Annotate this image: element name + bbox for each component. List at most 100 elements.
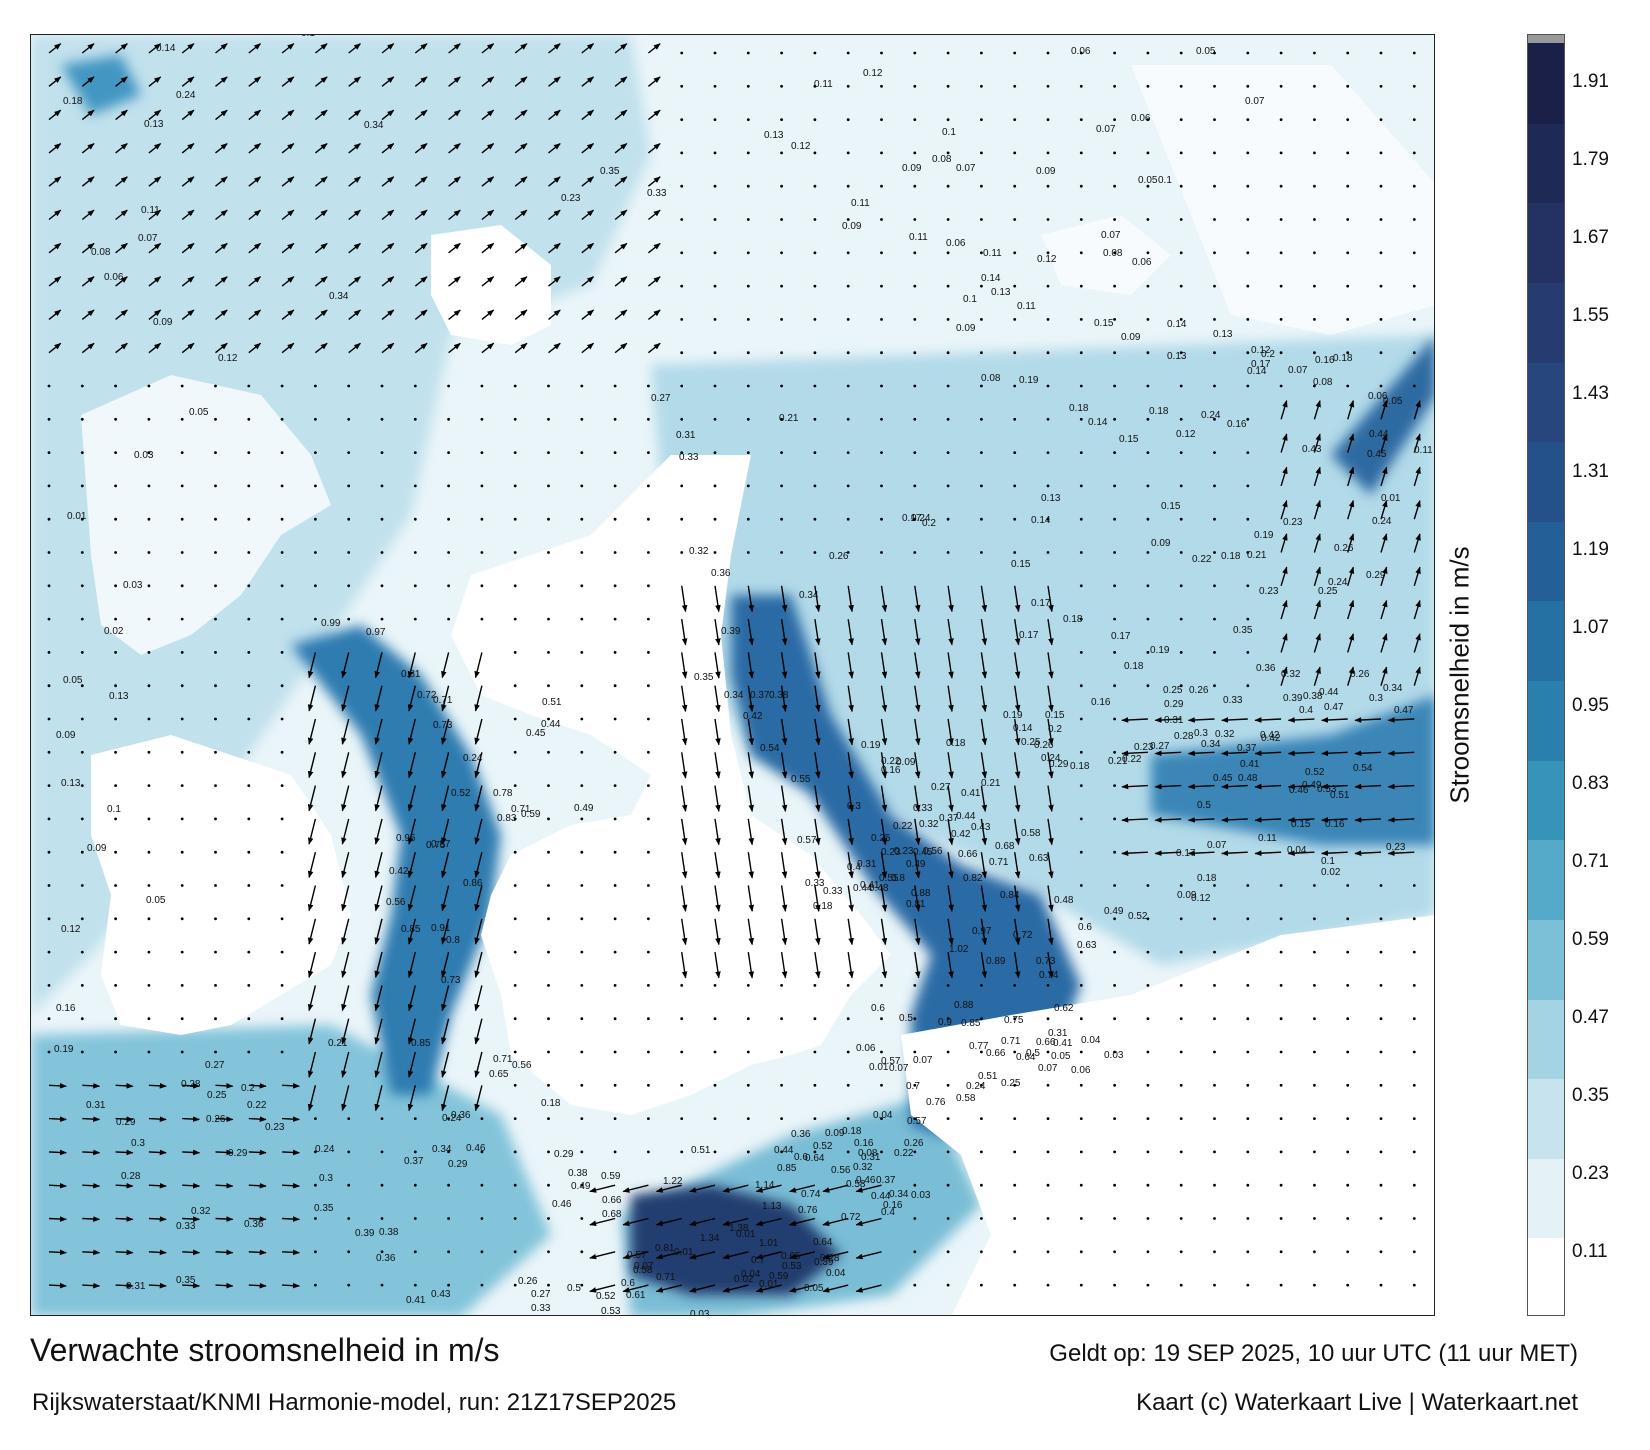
vector-arrow [381, 109, 395, 121]
vector-arrow [407, 951, 416, 979]
vector-dot [80, 884, 84, 887]
vector-arrow [248, 1249, 267, 1256]
speed-value-label: 0.2 [922, 518, 936, 529]
speed-value-label: 0.35 [176, 1275, 196, 1286]
speed-value-label: 0.23 [265, 1122, 285, 1133]
vector-dot [913, 1150, 917, 1154]
speed-value-label: 0.37 [939, 813, 959, 824]
vector-dot [1279, 1083, 1283, 1087]
vector-dot [613, 750, 617, 754]
vector-arrow [381, 209, 395, 221]
speed-value-label: 0.45 [1367, 449, 1387, 460]
vector-arrow [182, 1116, 201, 1122]
vector-dot [1213, 884, 1216, 887]
vector-arrow [407, 1018, 416, 1045]
vector-dot [946, 417, 950, 421]
vector-arrow [474, 885, 483, 912]
vector-dot [780, 1050, 783, 1054]
vector-dot [1279, 151, 1283, 155]
speed-value-label: 0.25 [1318, 586, 1338, 597]
vector-dot [647, 451, 650, 454]
vector-arrow [581, 242, 595, 254]
vector-arrow [1221, 717, 1248, 723]
vector-dot [1313, 1250, 1316, 1254]
vector-arrow [341, 1051, 350, 1078]
vector-arrow [215, 1249, 234, 1256]
vector-dot [846, 284, 850, 288]
vector-arrow [589, 1184, 616, 1193]
vector-dot [547, 1150, 550, 1154]
vector-dot [114, 984, 117, 987]
vector-arrow [148, 1116, 167, 1122]
vector-dot [180, 684, 184, 688]
vector-dot [913, 1217, 917, 1220]
vector-dot [80, 850, 84, 854]
vector-arrow [714, 885, 721, 912]
vector-arrow [947, 818, 954, 846]
vector-dot [680, 517, 684, 521]
vector-dot [180, 884, 184, 887]
vector-arrow [115, 309, 128, 320]
vector-dot [1179, 651, 1183, 654]
vector-dot [280, 451, 284, 454]
vector-dot [780, 517, 783, 521]
speed-value-label: 0.91 [431, 923, 451, 934]
speed-value-label: 0.17 [1251, 359, 1271, 370]
colorbar-tick-label: 1.43 [1572, 383, 1609, 404]
vector-dot [913, 318, 917, 321]
vector-arrow [755, 1217, 782, 1226]
vector-arrow [148, 309, 162, 320]
vector-dot [1179, 118, 1183, 121]
vector-arrow [1014, 752, 1021, 779]
vector-dot [413, 1283, 417, 1287]
speed-value-label: 0.18 [842, 1126, 862, 1137]
vector-dot [1179, 584, 1183, 588]
speed-value-label: 0.24 [315, 1144, 335, 1155]
vector-arrow [48, 1149, 67, 1156]
speed-value-label: 0.72 [1013, 930, 1033, 941]
vector-arrow [1014, 652, 1021, 679]
speed-value-label: 0.12 [1176, 429, 1196, 440]
vector-arrow [481, 342, 495, 354]
speed-value-label: 0.57 [881, 1056, 901, 1067]
speed-value-label: 0.13 [144, 119, 164, 130]
map-area[interactable]: 0.99 0.97 0.81 0.72 0.71 0.73 0.24 0.52 0.78 0.83… [30, 34, 1435, 1316]
vector-arrow [314, 109, 328, 121]
vector-dot [80, 484, 84, 488]
vector-arrow [441, 652, 450, 679]
vector-dot [913, 251, 917, 255]
vector-dot [1246, 118, 1250, 121]
speed-value-label: 0.07 [1101, 230, 1121, 241]
vector-dot [547, 984, 550, 987]
vector-arrow [448, 309, 461, 320]
speed-value-label: 0.21 [981, 778, 1001, 789]
vector-dot [613, 551, 617, 554]
speed-value-label: 1.38 [729, 1223, 749, 1234]
vector-dot [1279, 1050, 1283, 1054]
vector-dot [1146, 417, 1150, 421]
vector-dot [214, 451, 217, 454]
speed-value-label: 0.85 [777, 1163, 797, 1174]
vector-dot [1346, 318, 1350, 321]
vector-dot [1113, 218, 1116, 221]
vector-arrow [1014, 785, 1021, 813]
vector-dot [980, 1250, 983, 1254]
vector-dot [780, 318, 783, 321]
colorbar-tick-label: 1.91 [1572, 71, 1609, 92]
vector-arrow [1347, 533, 1355, 553]
colorbar-tick-label: 0.35 [1572, 1085, 1609, 1106]
vector-dot [480, 1283, 484, 1287]
vector-arrow [814, 618, 821, 646]
speed-value-label: 0.09 [87, 843, 107, 854]
vector-dot [1146, 1217, 1150, 1220]
vector-dot [613, 451, 617, 454]
vector-dot [180, 384, 184, 388]
vector-dot [1113, 617, 1116, 621]
vector-arrow [980, 752, 988, 779]
vector-arrow [81, 43, 95, 54]
vector-dot [547, 784, 550, 787]
vector-dot [1179, 51, 1183, 55]
vector-dot [613, 1117, 617, 1120]
vector-dot [547, 850, 550, 854]
vector-dot [1113, 684, 1116, 688]
